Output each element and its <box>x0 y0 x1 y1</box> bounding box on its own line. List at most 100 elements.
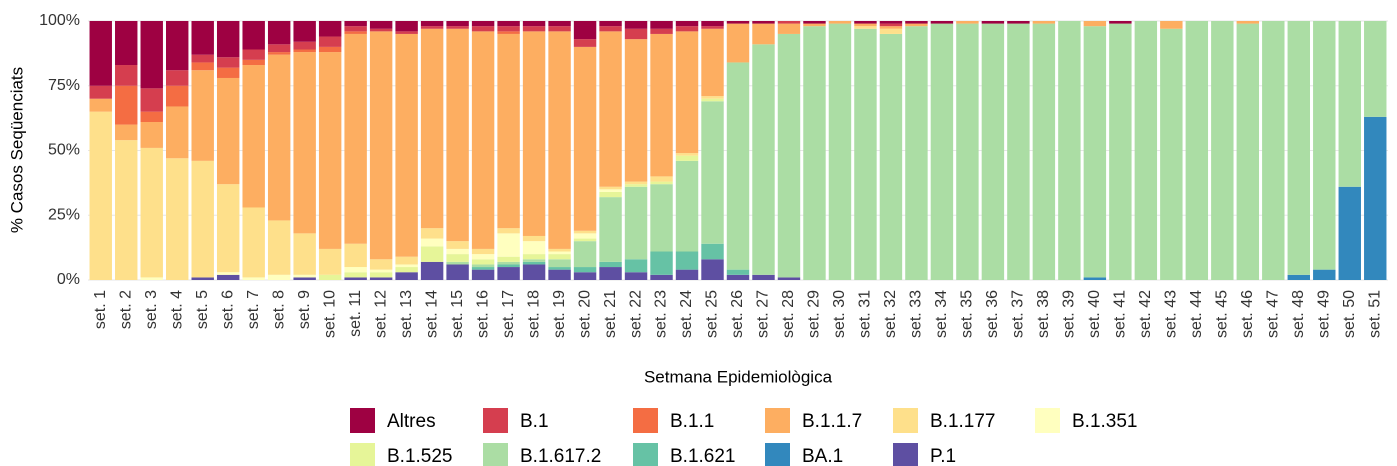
x-tick-label: set. 30 <box>831 290 848 338</box>
bar-segment <box>395 33 418 257</box>
bar-segment <box>803 21 826 24</box>
bar-segment <box>318 21 342 37</box>
bar-segment <box>216 21 240 58</box>
bar-segment <box>701 101 724 244</box>
bar-segment <box>242 207 265 278</box>
bar-segment <box>599 197 622 262</box>
bar-segment <box>166 70 189 86</box>
x-tick-label: set. 7 <box>245 290 262 329</box>
bar-segment <box>777 277 801 280</box>
bar-segment <box>905 21 928 24</box>
x-tick-label: set. 10 <box>321 290 338 338</box>
bar-segment <box>293 52 316 234</box>
bar-segment <box>1109 21 1132 24</box>
legend-swatch <box>483 443 508 466</box>
bar-segment <box>522 254 546 260</box>
bar-segment <box>293 41 316 50</box>
bar-segment <box>777 21 801 24</box>
bar-segment <box>267 44 291 53</box>
bar-segment <box>369 28 393 32</box>
bar-segment <box>318 274 342 280</box>
bar-segment <box>395 264 418 268</box>
legend-swatch <box>765 443 790 466</box>
bar-segment <box>191 21 214 55</box>
bar-segment <box>1007 21 1030 24</box>
bar-segment <box>420 28 444 229</box>
legend-label: B.1.617.2 <box>520 446 601 466</box>
bar-segment <box>293 277 316 280</box>
x-tick-label: set. 31 <box>857 290 874 338</box>
bar-segment <box>89 111 112 281</box>
bar-segment <box>624 272 648 280</box>
legend-swatch <box>893 408 918 433</box>
legend-label: B.1.1.7 <box>802 411 862 432</box>
bar-segment <box>166 106 189 159</box>
bar-segment <box>1211 21 1234 280</box>
bar-segment <box>369 31 393 260</box>
bar-segment <box>369 272 393 278</box>
bar-segment <box>905 26 928 281</box>
bar-segment <box>89 21 112 86</box>
bar-segment <box>1134 21 1158 280</box>
bar-segment <box>650 184 673 252</box>
bar-segment <box>344 243 367 268</box>
bar-segment <box>497 233 520 257</box>
bar-segment <box>1160 28 1183 280</box>
bar-segment <box>115 21 138 66</box>
x-tick-label: set. 2 <box>117 290 134 329</box>
legend-label: Altres <box>387 411 436 432</box>
bar-segment <box>701 98 724 102</box>
y-axis-title: % Casos Seqüenciats <box>7 67 26 233</box>
bar-segment <box>624 181 648 185</box>
bar-segment <box>573 230 597 234</box>
bar-segment <box>675 26 699 32</box>
bar-segment <box>573 46 597 231</box>
bar-segment <box>624 28 648 40</box>
bar-segment <box>650 251 673 275</box>
legend-label: B.1.525 <box>387 446 453 466</box>
legend-swatch <box>350 408 375 433</box>
x-tick-label: set. 5 <box>194 290 211 329</box>
bar-segment <box>1083 21 1107 27</box>
x-tick-label: set. 47 <box>1265 290 1282 338</box>
bar-segment <box>675 160 699 252</box>
bar-segment <box>344 31 367 34</box>
bar-segment <box>522 264 546 280</box>
x-tick-label: set. 9 <box>296 290 313 329</box>
bar-segment <box>803 23 826 27</box>
bar-segment <box>548 251 571 255</box>
bar-segment <box>1338 21 1361 187</box>
legend-label: B.1.177 <box>930 411 996 432</box>
bar-segment <box>369 269 393 273</box>
x-tick-label: set. 32 <box>882 290 899 338</box>
bar-segment <box>1262 21 1285 280</box>
bar-segment <box>293 274 316 278</box>
legend-label: BA.1 <box>802 446 843 466</box>
bar-segment <box>1287 21 1310 275</box>
bar-segment <box>344 277 367 280</box>
bar-segment <box>752 21 775 24</box>
bar-segment <box>166 158 189 280</box>
bar-segment <box>267 52 291 55</box>
bar-segment <box>420 238 444 247</box>
bar-segment <box>752 274 775 280</box>
bar-segment <box>242 59 265 66</box>
bar-segment <box>318 52 342 249</box>
bar-segment <box>701 28 724 97</box>
x-tick-label: set. 15 <box>449 290 466 338</box>
bar-segment <box>675 31 699 154</box>
bar-segment <box>1083 26 1107 278</box>
x-tick-label: set. 40 <box>1086 290 1103 338</box>
bar-segment <box>650 33 673 177</box>
bar-segment <box>701 259 724 280</box>
bar-segment <box>573 39 597 47</box>
bar-segment <box>956 21 979 24</box>
bar-segment <box>89 85 112 99</box>
bar-segment <box>446 241 469 249</box>
bar-segment <box>599 186 622 190</box>
bar-segment <box>828 23 852 281</box>
x-tick-label: set. 20 <box>576 290 593 338</box>
x-tick-label: set. 24 <box>678 290 695 338</box>
bar-segment <box>216 272 240 275</box>
bar-segment <box>573 267 597 273</box>
